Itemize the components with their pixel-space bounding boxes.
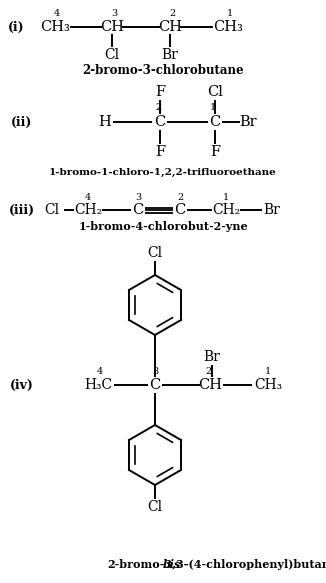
Text: 2: 2 (177, 194, 183, 202)
Text: 4: 4 (97, 367, 103, 377)
Text: 4: 4 (85, 194, 91, 202)
Text: C: C (209, 115, 221, 129)
Text: CH₃: CH₃ (40, 20, 70, 34)
Text: 1-bromo-4-chlorobut-2-yne: 1-bromo-4-chlorobut-2-yne (78, 222, 248, 233)
Text: H: H (99, 115, 111, 129)
Text: (iii): (iii) (9, 203, 35, 216)
Text: 2-bromo-3,3-: 2-bromo-3,3- (107, 559, 188, 570)
Text: Cl: Cl (207, 85, 223, 99)
Text: (ii): (ii) (11, 115, 33, 128)
Text: bis: bis (163, 559, 181, 570)
Text: CH: CH (158, 20, 182, 34)
Text: CH₂: CH₂ (74, 203, 102, 217)
Text: Cl: Cl (44, 203, 60, 217)
Text: 2: 2 (205, 367, 211, 377)
Text: 1: 1 (227, 9, 233, 17)
Text: CH₃: CH₃ (213, 20, 243, 34)
Text: 3: 3 (135, 194, 141, 202)
Text: (i): (i) (8, 20, 24, 33)
Text: 1: 1 (265, 367, 271, 377)
Text: CH: CH (198, 378, 222, 392)
Text: Br: Br (263, 203, 280, 217)
Text: 1: 1 (223, 194, 229, 202)
Text: Cl: Cl (104, 48, 120, 62)
Text: Br: Br (162, 48, 178, 62)
Text: C: C (149, 378, 161, 392)
Text: 3: 3 (111, 9, 117, 17)
Text: C: C (155, 115, 166, 129)
Text: Br: Br (203, 350, 220, 364)
Text: 4: 4 (54, 9, 60, 17)
Text: C: C (132, 203, 144, 217)
Text: -(4-chlorophenyl)butane: -(4-chlorophenyl)butane (180, 559, 326, 570)
Text: Cl: Cl (147, 500, 163, 514)
Text: F: F (210, 145, 220, 159)
Text: 2: 2 (155, 103, 161, 111)
Text: H₃C: H₃C (84, 378, 112, 392)
Text: 2-bromo-3-chlorobutane: 2-bromo-3-chlorobutane (82, 64, 244, 76)
Text: CH: CH (100, 20, 124, 34)
Text: 1-bromo-1-chloro-1,2,2-trifluoroethane: 1-bromo-1-chloro-1,2,2-trifluoroethane (49, 167, 277, 177)
Text: Br: Br (239, 115, 257, 129)
Text: 2: 2 (169, 9, 175, 17)
Text: 3: 3 (152, 367, 158, 377)
Text: F: F (155, 85, 165, 99)
Text: CH₃: CH₃ (254, 378, 282, 392)
Text: 1: 1 (210, 103, 216, 111)
Text: Cl: Cl (147, 246, 163, 260)
Text: (iv): (iv) (10, 378, 34, 392)
Text: CH₂: CH₂ (212, 203, 240, 217)
Text: C: C (174, 203, 185, 217)
Text: F: F (155, 145, 165, 159)
